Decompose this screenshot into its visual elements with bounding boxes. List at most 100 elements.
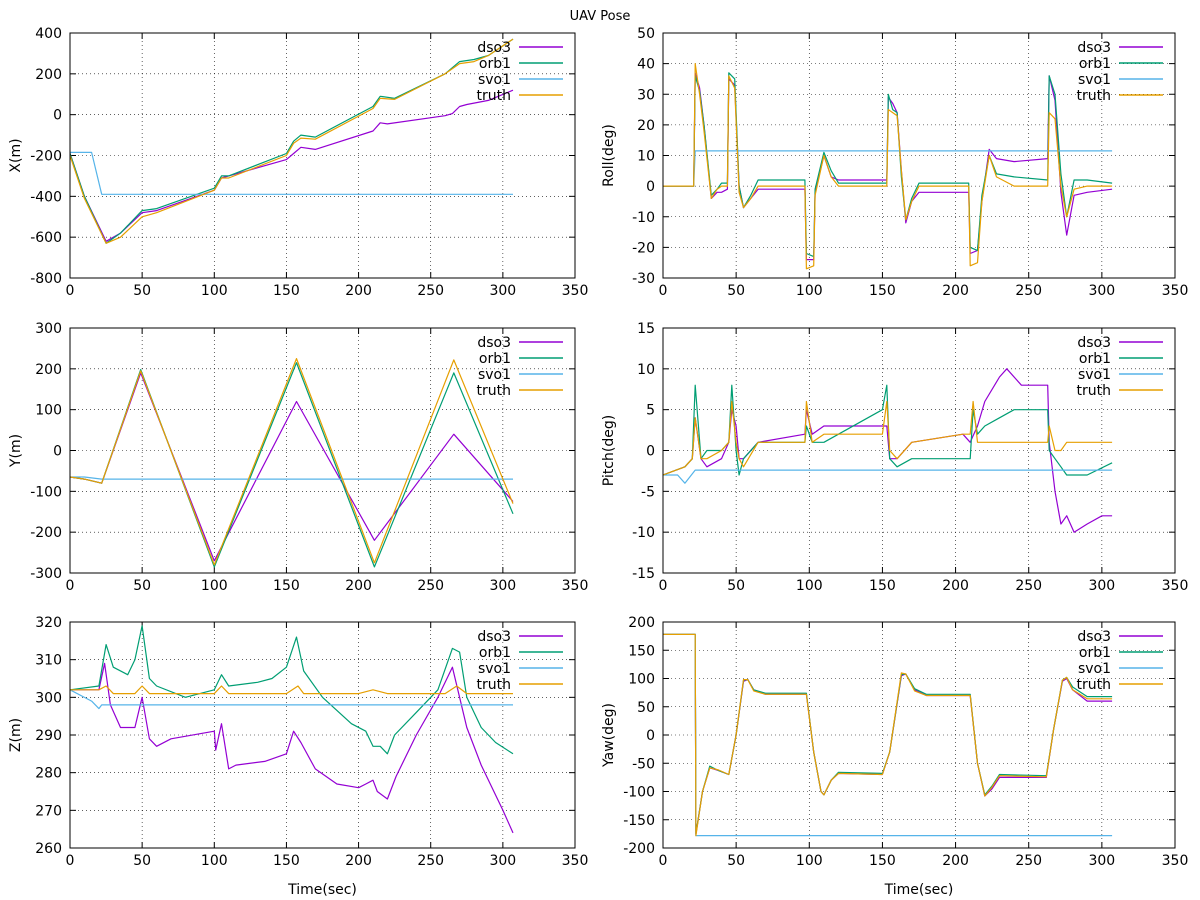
x-tick-label: 0 [659,283,668,299]
x-tick-label: 200 [942,578,969,594]
legend-label-orb1: orb1 [479,56,511,72]
plot-frame [662,32,1176,279]
series-line-svo1 [70,476,513,480]
x-tick-label: 350 [562,853,589,869]
legend-label-svo1: svo1 [1078,661,1111,677]
y-axis-label: X(m) [8,138,24,172]
x-tick-label: 0 [659,853,668,869]
legend-label-dso3: dso3 [477,629,511,645]
y-tick-label: -200 [623,841,655,857]
x-tick-label: 0 [66,853,75,869]
x-tick-label: 350 [562,578,589,594]
panel-x: 0 50 100 150 200 250 300 350 -800 -600 -400 -200 0 20… [8,26,588,299]
series-line-orb1 [70,38,514,244]
x-tick-label: 300 [489,283,516,299]
x-tick-label: 250 [1015,283,1042,299]
x-tick-label: 150 [273,283,300,299]
y-tick-label: 100 [35,403,62,419]
y-tick-label: 0 [646,728,655,744]
series-line-truth [663,63,1113,270]
x-tick-label: 150 [273,853,300,869]
x-tick-label: 0 [66,578,75,594]
legend-label-orb1: orb1 [1079,645,1111,661]
y-tick-label: 40 [637,57,655,73]
y-tick-label: 10 [637,362,655,378]
legend-label-truth: truth [1077,383,1111,399]
x-tick-label: 100 [796,853,823,869]
y-tick-label: -200 [30,149,62,165]
y-tick-label: -15 [632,566,655,582]
y-tick-label: -20 [632,240,655,256]
x-tick-label: 150 [869,283,896,299]
series-line-truth [663,633,1113,837]
legend-label-dso3: dso3 [477,40,511,56]
series-line-orb1 [70,362,514,568]
x-tick-label: 250 [417,853,444,869]
plot-frame [662,327,1176,574]
legend-label-orb1: orb1 [1079,56,1111,72]
y-tick-label: 0 [53,108,62,124]
x-tick-label: 200 [942,853,969,869]
series-line-dso3 [70,372,514,562]
y-tick-label: -800 [30,271,62,287]
legend-label-orb1: orb1 [479,351,511,367]
y-tick-label: -150 [623,813,655,829]
x-tick-label: 300 [1088,853,1115,869]
y-tick-label: -200 [30,525,62,541]
x-tick-label: 350 [1162,578,1189,594]
x-tick-label: 250 [417,578,444,594]
y-tick-label: 0 [53,444,62,460]
x-tick-label: 100 [201,853,228,869]
plot-frame [69,32,576,279]
y-tick-label: 280 [35,766,62,782]
y-tick-label: 30 [637,87,655,103]
x-tick-label: 50 [133,283,151,299]
y-tick-label: -5 [641,484,655,500]
y-tick-label: -300 [30,566,62,582]
series-line-dso3 [70,662,514,834]
series-line-svo1 [70,151,513,195]
y-axis-label: Pitch(deg) [601,415,617,486]
y-tick-label: -50 [632,756,655,772]
y-tick-label: 20 [637,118,655,134]
series-line-orb1 [663,633,1113,835]
x-tick-label: 200 [345,853,372,869]
series-line-truth [70,685,513,695]
series-line-svo1 [70,689,513,710]
series-line-truth [663,400,1113,476]
y-tick-label: -100 [30,484,62,500]
x-tick-label: 300 [1088,283,1115,299]
x-tick-label: 50 [727,853,745,869]
series-line-dso3 [663,633,1113,835]
x-tick-label: 200 [345,578,372,594]
x-tick-label: 350 [1162,853,1189,869]
legend-label-dso3: dso3 [1077,335,1111,351]
x-tick-label: 300 [489,578,516,594]
y-tick-label: -10 [632,525,655,541]
y-tick-label: -400 [30,189,62,205]
x-tick-label: 50 [727,578,745,594]
x-tick-label: 100 [796,578,823,594]
plot-frame [69,327,576,574]
legend-label-dso3: dso3 [477,335,511,351]
panel-y: 0 50 100 150 200 250 300 350 -300 -200 -100 0 100 200… [8,321,588,594]
x-tick-label: 0 [659,578,668,594]
chart-panels: 0 50 100 150 200 250 300 350-800-600-400-200020… [8,26,1188,898]
y-tick-label: 290 [35,728,62,744]
chart-title: UAV Pose [570,9,631,24]
x-tick-label: 50 [133,853,151,869]
y-tick-label: 200 [35,362,62,378]
y-tick-label: 320 [35,615,62,631]
x-axis-label: Time(sec) [287,882,357,898]
legend-label-svo1: svo1 [478,72,511,88]
y-tick-label: 260 [35,841,62,857]
y-tick-label: 0 [646,444,655,460]
y-tick-label: 400 [35,26,62,42]
series-line-orb1 [70,625,514,755]
legend-label-orb1: orb1 [1079,351,1111,367]
series-line-dso3 [663,368,1113,533]
